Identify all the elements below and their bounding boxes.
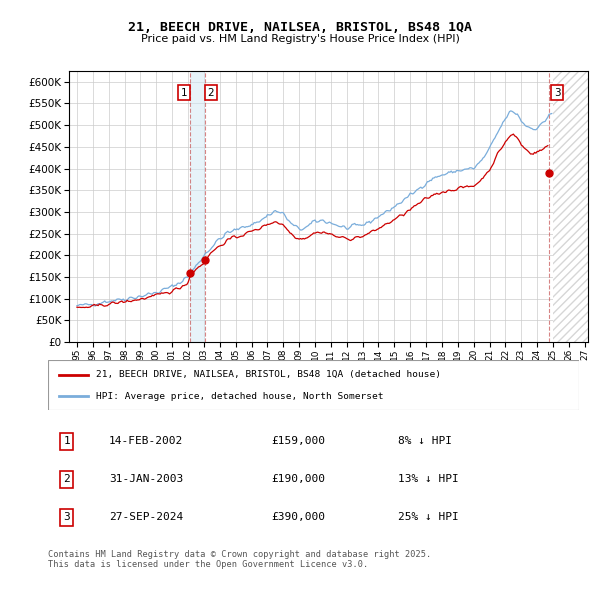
Text: Contains HM Land Registry data © Crown copyright and database right 2025.
This d: Contains HM Land Registry data © Crown c…: [48, 550, 431, 569]
Text: HPI: Average price, detached house, North Somerset: HPI: Average price, detached house, Nort…: [96, 392, 383, 401]
Text: 8% ↓ HPI: 8% ↓ HPI: [398, 437, 452, 446]
Text: 2: 2: [63, 474, 70, 484]
Text: 3: 3: [63, 513, 70, 522]
Text: 1: 1: [181, 87, 188, 97]
Text: 1: 1: [63, 437, 70, 446]
Text: £190,000: £190,000: [271, 474, 325, 484]
Bar: [190, 71, 205, 342]
Text: £390,000: £390,000: [271, 513, 325, 522]
Text: 3: 3: [554, 87, 560, 97]
Text: Price paid vs. HM Land Registry's House Price Index (HPI): Price paid vs. HM Land Registry's House …: [140, 34, 460, 44]
Bar: [553, 71, 593, 342]
Text: 27-SEP-2024: 27-SEP-2024: [109, 513, 184, 522]
Text: 25% ↓ HPI: 25% ↓ HPI: [398, 513, 459, 522]
Text: 2: 2: [208, 87, 214, 97]
Text: 31-JAN-2003: 31-JAN-2003: [109, 474, 184, 484]
Text: £159,000: £159,000: [271, 437, 325, 446]
Bar: [553, 71, 593, 342]
Text: 21, BEECH DRIVE, NAILSEA, BRISTOL, BS48 1QA: 21, BEECH DRIVE, NAILSEA, BRISTOL, BS48 …: [128, 21, 472, 34]
Text: 14-FEB-2002: 14-FEB-2002: [109, 437, 184, 446]
Text: 21, BEECH DRIVE, NAILSEA, BRISTOL, BS48 1QA (detached house): 21, BEECH DRIVE, NAILSEA, BRISTOL, BS48 …: [96, 371, 441, 379]
Text: 13% ↓ HPI: 13% ↓ HPI: [398, 474, 459, 484]
